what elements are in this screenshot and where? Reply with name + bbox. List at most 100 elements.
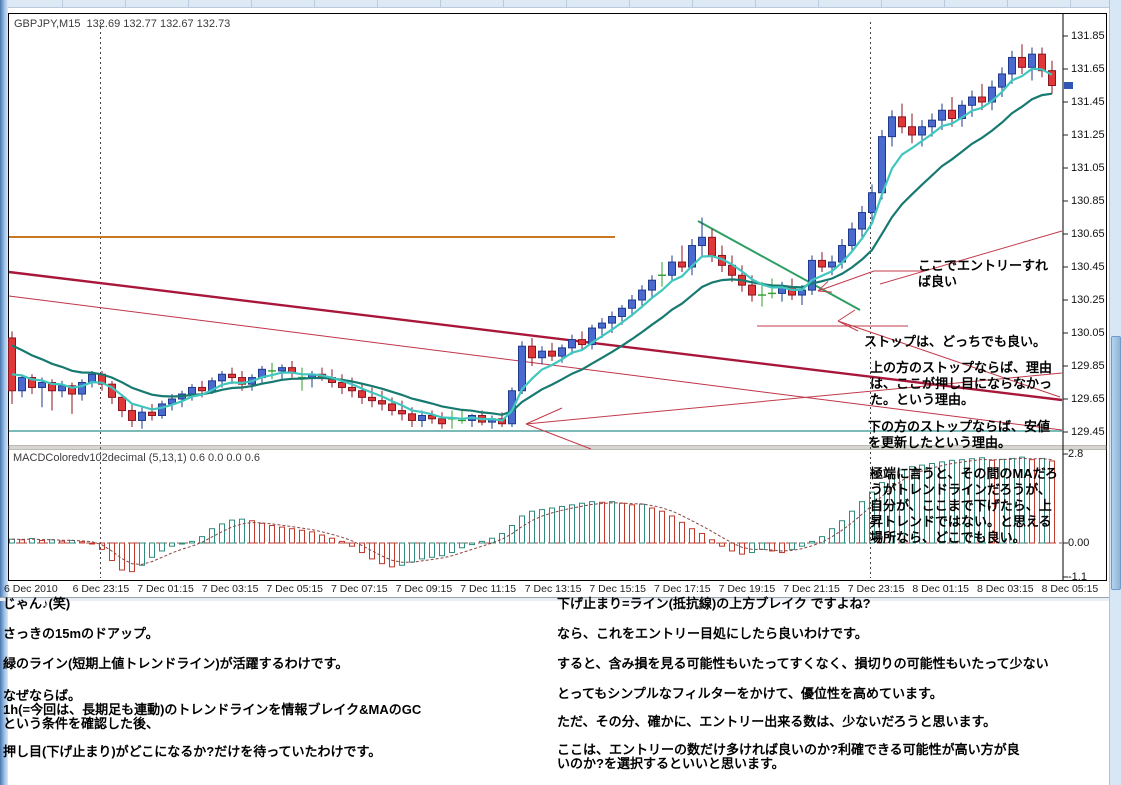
chart-annotation: 極端に言うと、その間のMAだろうがトレンドラインだろうが、自分が、ここまで下げた…	[870, 466, 1058, 545]
ma-slow-line	[11, 92, 1053, 416]
commentary-line: なぜならば。	[3, 688, 82, 703]
macd-bar	[689, 528, 695, 544]
candle-body	[848, 228, 856, 247]
macd-bar	[469, 542, 475, 546]
macd-bar	[909, 466, 915, 544]
candle-body	[48, 382, 56, 392]
candle-body	[978, 96, 986, 103]
candle-body	[708, 236, 716, 256]
macd-bar	[449, 542, 455, 554]
macd-bar	[99, 542, 105, 550]
candle-body	[538, 350, 546, 359]
annotation-arrow-line	[817, 270, 875, 292]
chart-annotation: ストップは、どっちでも良い。	[864, 334, 1047, 349]
time-axis-label: 7 Dec 09:15	[395, 583, 453, 595]
commentary-line: じゃん♪(笑)	[3, 596, 71, 611]
macd-bar	[849, 510, 855, 544]
time-axis-label: 7 Dec 11:15	[460, 583, 517, 595]
candle-body	[918, 126, 926, 136]
macd-bar	[619, 502, 625, 544]
macd-bar	[379, 542, 385, 565]
candle-body	[628, 299, 636, 309]
last-price-marker	[1064, 82, 1073, 89]
candle-body	[898, 116, 906, 128]
macd-bar	[889, 474, 895, 544]
candle-body	[578, 339, 586, 346]
macd-bar	[669, 515, 675, 544]
chart-area[interactable]	[8, 13, 1107, 581]
candle-body	[888, 116, 896, 138]
macd-bar	[369, 542, 375, 560]
macd-bar	[819, 536, 825, 544]
macd-bar	[699, 532, 705, 544]
commentary-line: ここは、エントリーの数だけ多ければ良いのか?利確できる可能性が高い方が良	[557, 742, 1020, 757]
macd-bar	[899, 469, 905, 544]
candle-body	[858, 212, 866, 230]
commentary-line: なら、これをエントリー目処にしたら良いわけです。	[557, 626, 868, 641]
macd-bar	[749, 542, 755, 554]
candle-body	[828, 261, 836, 268]
commentary-line: 1h(=今回は、長期足も連動)のトレンドラインを情報ブレイク&MAのGC	[3, 702, 422, 717]
annotation-arrow-head	[817, 290, 832, 293]
candle-body	[558, 347, 566, 357]
top-toolbar[interactable]	[0, 0, 1121, 8]
candle-body	[518, 345, 526, 392]
commentary-paragraph: とってもシンプルなフィルターをかけて、優位性を高めています。	[557, 687, 1117, 701]
commentary-paragraph: なら、これをエントリー目処にしたら良いわけです。	[557, 627, 1117, 641]
macd-bar	[869, 491, 875, 544]
macd-bar	[739, 542, 745, 555]
time-axis-label: 8 Dec 01:15	[912, 583, 970, 595]
time-axis-label: 8 Dec 03:15	[977, 583, 1034, 595]
macd-bar	[599, 501, 605, 544]
price-axis-label: 130.05	[1071, 326, 1105, 339]
price-axis-label: 131.25	[1071, 128, 1105, 141]
macd-bar	[929, 463, 935, 544]
macd-bar	[589, 501, 595, 544]
price-axis-label: 130.45	[1071, 260, 1105, 273]
price-axis-label: 131.85	[1071, 29, 1105, 42]
macd-bar	[659, 510, 665, 544]
candle-body	[368, 396, 376, 402]
macd-bar	[979, 457, 985, 544]
candle-body	[678, 261, 686, 268]
macd-bar	[679, 521, 685, 544]
commentary-paragraph: さっきの15mのドアップ。	[3, 627, 553, 641]
macd-bar	[199, 536, 205, 544]
chart-annotation: 下の方のストップならば、安値を更新したという理由。	[868, 419, 1051, 450]
commentary-line: 下げ止まり=ライン(抵抗線)の上方ブレイク ですよね?	[557, 596, 871, 611]
scrollbar-thumb[interactable]	[1111, 336, 1121, 590]
macd-bar	[1019, 456, 1025, 544]
macd-bar	[479, 540, 485, 544]
candle-body	[228, 373, 236, 379]
time-axis-label: 7 Dec 07:15	[331, 583, 388, 595]
macd-bar	[119, 542, 125, 571]
macd-bar	[969, 458, 975, 544]
commentary-paragraph: ただ、その分、確かに、エントリー出来る数は、少ないだろうと思います。	[557, 715, 1117, 729]
macd-bar	[769, 542, 775, 552]
candle-body	[358, 390, 366, 398]
ma-fast-line	[11, 67, 1053, 422]
annotation-arrow-line	[525, 407, 563, 425]
macd-bar	[809, 540, 815, 544]
time-axis-label: 7 Dec 19:15	[718, 583, 776, 595]
candle-body	[138, 411, 146, 421]
macd-bar	[399, 542, 405, 566]
time-axis-label: 7 Dec 15:15	[589, 583, 647, 595]
candle-body	[118, 396, 126, 412]
price-axis-label: 129.65	[1071, 392, 1105, 405]
macd-bar	[989, 459, 995, 544]
macd-bar	[529, 510, 535, 544]
macd-bar	[289, 528, 295, 544]
chart-symbol-title: GBPJPY,M15 132.69 132.77 132.67 132.73	[14, 18, 231, 30]
candle-body	[278, 367, 286, 372]
macd-bar	[919, 464, 925, 544]
candle-body	[998, 73, 1006, 88]
candle-body	[38, 382, 46, 388]
macd-bar	[1049, 460, 1055, 544]
candle-body	[388, 403, 396, 412]
candle-body	[548, 350, 556, 357]
vertical-scrollbar[interactable]	[1109, 0, 1121, 785]
macd-bar	[359, 542, 365, 554]
candle-body	[528, 345, 536, 359]
